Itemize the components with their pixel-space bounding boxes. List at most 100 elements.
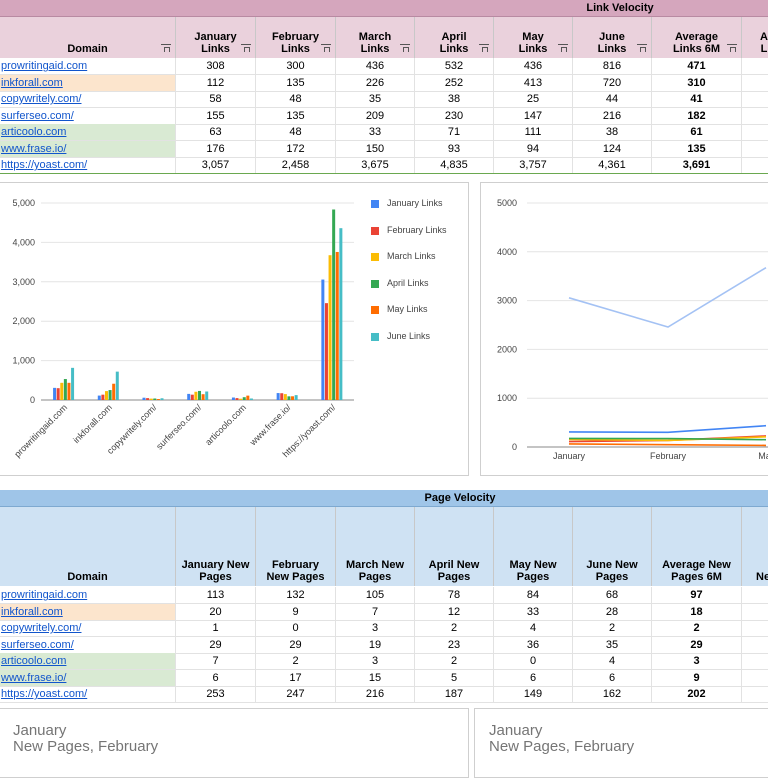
domain-link[interactable]: surferseo.com/ xyxy=(0,107,176,124)
filter-icon[interactable] xyxy=(637,44,647,52)
cell-may[interactable]: 0 xyxy=(494,653,573,669)
cell-jun[interactable]: 816 xyxy=(573,58,652,74)
cell-apr[interactable]: 4,835 xyxy=(415,157,494,173)
cell-next[interactable] xyxy=(742,141,768,157)
cell-mar[interactable]: 216 xyxy=(336,686,415,702)
cell-jun[interactable]: 124 xyxy=(573,140,652,157)
cell-avg[interactable]: 29 xyxy=(652,636,742,653)
cell-jan[interactable]: 176 xyxy=(176,140,256,157)
cell-avg[interactable]: 471 xyxy=(652,58,742,74)
legend-item[interactable]: March Links xyxy=(371,252,451,272)
legend-item[interactable]: April Links xyxy=(371,278,451,299)
header-next-column[interactable]: A L xyxy=(742,17,768,58)
cell-mar[interactable]: 436 xyxy=(336,58,415,74)
cell-jun[interactable]: 4 xyxy=(573,653,652,669)
cell-mar[interactable]: 105 xyxy=(336,587,415,603)
cell-mar[interactable]: 209 xyxy=(336,107,415,124)
cell-avg[interactable]: 41 xyxy=(652,91,742,107)
domain-link[interactable]: prowritingaid.com xyxy=(0,587,176,603)
domain-link[interactable]: surferseo.com/ xyxy=(0,636,176,653)
cell-next[interactable] xyxy=(742,75,768,91)
cell-avg[interactable]: 97 xyxy=(652,587,742,603)
cell-jun[interactable]: 68 xyxy=(573,587,652,603)
pv-header-march[interactable]: March New Pages xyxy=(336,507,415,586)
cell-next[interactable] xyxy=(742,604,768,620)
cell-next[interactable] xyxy=(742,653,768,669)
domain-link[interactable]: www.frase.io/ xyxy=(0,140,176,157)
cell-mar[interactable]: 226 xyxy=(336,74,415,91)
cell-apr[interactable]: 93 xyxy=(415,140,494,157)
cell-may[interactable]: 413 xyxy=(494,74,573,91)
cell-jun[interactable]: 44 xyxy=(573,91,652,107)
domain-link[interactable]: prowritingaid.com xyxy=(0,58,176,74)
header-april-links[interactable]: April Links xyxy=(415,17,494,58)
cell-jun[interactable]: 720 xyxy=(573,74,652,91)
cell-mar[interactable]: 33 xyxy=(336,124,415,140)
pv-header-domain[interactable]: Domain xyxy=(0,507,176,586)
pv-header-january[interactable]: January New Pages xyxy=(176,507,256,586)
cell-feb[interactable]: 172 xyxy=(256,140,336,157)
cell-next[interactable] xyxy=(742,157,768,173)
legend-item[interactable]: June Links xyxy=(371,331,451,352)
cell-feb[interactable]: 132 xyxy=(256,587,336,603)
cell-mar[interactable]: 7 xyxy=(336,603,415,620)
cell-next[interactable] xyxy=(742,637,768,653)
cell-apr[interactable]: 230 xyxy=(415,107,494,124)
cell-may[interactable]: 436 xyxy=(494,58,573,74)
cell-mar[interactable]: 19 xyxy=(336,636,415,653)
filter-icon[interactable] xyxy=(241,44,251,52)
cell-may[interactable]: 94 xyxy=(494,140,573,157)
filter-icon[interactable] xyxy=(727,44,737,52)
domain-link[interactable]: articoolo.com xyxy=(0,653,176,669)
legend-item[interactable]: May Links xyxy=(371,305,451,325)
header-may-links[interactable]: May Links xyxy=(494,17,573,58)
cell-apr[interactable]: 23 xyxy=(415,636,494,653)
cell-next[interactable] xyxy=(742,58,768,74)
cell-avg[interactable]: 3 xyxy=(652,653,742,669)
cell-may[interactable]: 149 xyxy=(494,686,573,702)
cell-apr[interactable]: 532 xyxy=(415,58,494,74)
cell-may[interactable]: 4 xyxy=(494,620,573,636)
cell-jan[interactable]: 58 xyxy=(176,91,256,107)
cell-avg[interactable]: 18 xyxy=(652,603,742,620)
link-velocity-line-chart[interactable]: 5000 4000 3000 2000 1000 0 January February Mar xyxy=(480,182,768,476)
cell-next[interactable] xyxy=(742,124,768,140)
cell-jun[interactable]: 4,361 xyxy=(573,157,652,173)
cell-feb[interactable]: 247 xyxy=(256,686,336,702)
cell-feb[interactable]: 48 xyxy=(256,91,336,107)
header-february-links[interactable]: February Links xyxy=(256,17,336,58)
pv-header-may[interactable]: May New Pages xyxy=(494,507,573,586)
cell-feb[interactable]: 2 xyxy=(256,653,336,669)
filter-icon[interactable] xyxy=(558,44,568,52)
domain-link[interactable]: https://yoast.com/ xyxy=(0,686,176,702)
cell-avg[interactable]: 182 xyxy=(652,107,742,124)
cell-apr[interactable]: 78 xyxy=(415,587,494,603)
legend-item[interactable]: February Links xyxy=(371,225,451,246)
cell-mar[interactable]: 3 xyxy=(336,653,415,669)
cell-jan[interactable]: 308 xyxy=(176,58,256,74)
domain-link[interactable]: copywritely.com/ xyxy=(0,91,176,107)
cell-jan[interactable]: 112 xyxy=(176,74,256,91)
pv-header-february[interactable]: February New Pages xyxy=(256,507,336,586)
header-average-links[interactable]: Average Links 6M xyxy=(652,17,742,58)
cell-avg[interactable]: 61 xyxy=(652,124,742,140)
cell-feb[interactable]: 300 xyxy=(256,58,336,74)
cell-next[interactable] xyxy=(742,91,768,107)
pv-header-april[interactable]: April New Pages xyxy=(415,507,494,586)
pv-header-average[interactable]: Average New Pages 6M xyxy=(652,507,742,586)
header-january-links[interactable]: January Links xyxy=(176,17,256,58)
cell-jun[interactable]: 2 xyxy=(573,620,652,636)
cell-jan[interactable]: 113 xyxy=(176,587,256,603)
cell-feb[interactable]: 135 xyxy=(256,74,336,91)
cell-apr[interactable]: 2 xyxy=(415,620,494,636)
cell-feb[interactable]: 17 xyxy=(256,669,336,686)
pages-chart-right[interactable]: January New Pages, February xyxy=(474,708,768,778)
pages-chart-left[interactable]: January New Pages, February xyxy=(0,708,469,778)
cell-apr[interactable]: 187 xyxy=(415,686,494,702)
filter-icon[interactable] xyxy=(321,44,331,52)
cell-jun[interactable]: 6 xyxy=(573,669,652,686)
filter-icon[interactable] xyxy=(161,44,171,52)
cell-jan[interactable]: 7 xyxy=(176,653,256,669)
cell-mar[interactable]: 35 xyxy=(336,91,415,107)
cell-jun[interactable]: 35 xyxy=(573,636,652,653)
